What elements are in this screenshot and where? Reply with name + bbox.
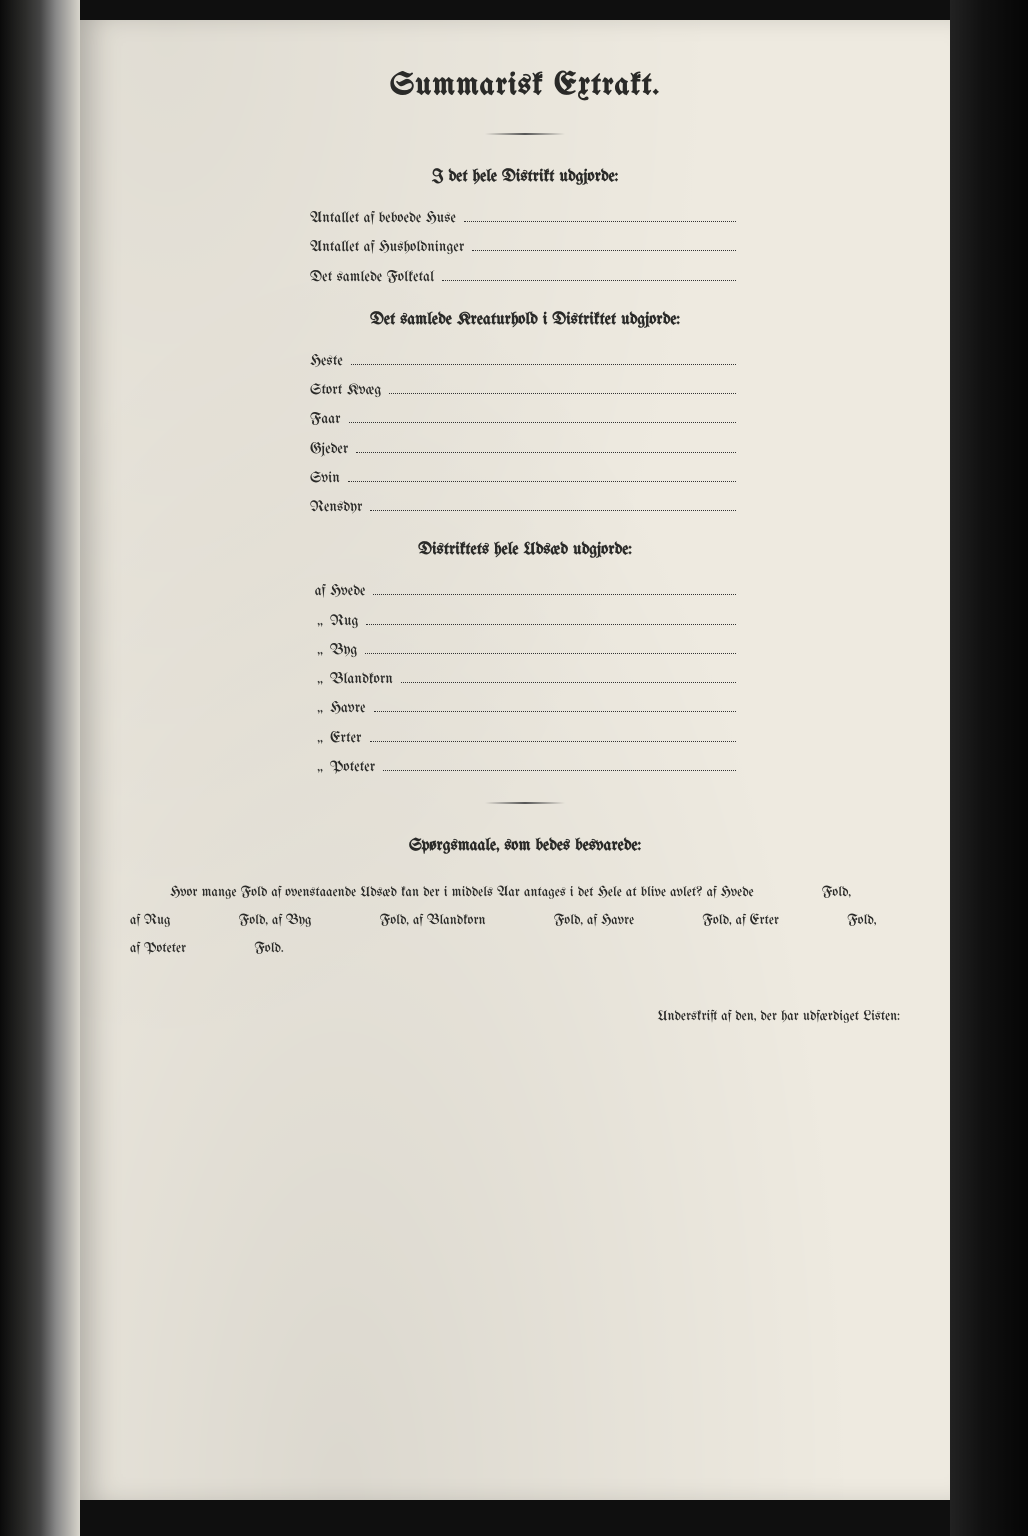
section3-heading: Distriktets hele Udsæd udgjorde: [130,542,920,559]
book-binding [0,0,80,1536]
item-label: Antallet af Husholdninger [310,233,464,262]
list-item: „ Poteter [310,753,740,782]
section2-list: Heste Stort Kvæg Faar Gjeder Svin Rensdy… [310,347,740,523]
question-line-3: af Poteter Fold. [130,935,920,963]
list-item: Gjeder [310,435,740,464]
list-item: Antallet af beboede Huse [310,204,740,233]
item-label: Poteter [330,753,375,782]
list-item: „ Blandkorn [310,665,740,694]
list-item: Antallet af Husholdninger [310,233,740,262]
ornament-rule [485,802,565,804]
dot-leader [373,584,736,596]
list-item: Faar [310,405,740,434]
question-line-1: Hvor mange Fold af ovenstaaende Udsæd ka… [130,879,920,907]
list-item: „ Byg [310,636,740,665]
dot-leader [370,730,737,742]
ditto-mark: „ [310,636,330,665]
ditto-mark: „ [310,753,330,782]
q1-text-b: Fold, [822,885,851,900]
dot-leader [348,470,736,482]
dot-leader [356,441,736,453]
section1-heading: I det hele Distrikt udgjorde: [130,169,920,186]
questions-heading: Spørgsmaale, som bedes besvarede: [130,838,920,855]
dot-leader [472,240,736,252]
item-label: Faar [310,405,341,434]
item-label: Hvede [330,577,365,606]
dot-leader [370,500,736,512]
signature-line: Underskrift af den, der har udfærdiget L… [130,1009,920,1024]
dot-leader [349,412,736,424]
section1-list: Antallet af beboede Huse Antallet af Hus… [310,204,740,292]
list-item: Stort Kvæg [310,376,740,405]
scan-margin-right [950,0,1028,1536]
dot-leader [389,383,736,395]
questions-block: Hvor mange Fold af ovenstaaende Udsæd ka… [130,879,920,963]
item-label: Rug [330,607,358,636]
item-label: Antallet af beboede Huse [310,204,456,233]
ditto-mark: „ [310,665,330,694]
item-label: Stort Kvæg [310,376,381,405]
q2-part: Fold, af Blandkorn [380,913,486,928]
document-page: Summarisk Extrakt. I det hele Distrikt u… [80,20,950,1500]
item-label: Blandkorn [330,665,393,694]
list-item: Heste [310,347,740,376]
q2-part: Fold, af Havre [554,913,634,928]
dot-leader [464,211,736,223]
item-label: Byg [330,636,357,665]
q2-part: af Rug [130,913,171,928]
list-item: af Hvede [310,577,740,606]
item-label: Erter [330,724,362,753]
ditto-mark: „ [310,607,330,636]
question-line-2: af Rug Fold, af Byg Fold, af Blandkorn F… [130,907,920,935]
q3-part: af Poteter [130,941,186,956]
dot-leader [442,269,736,281]
q2-part: Fold, [847,913,876,928]
ditto-mark: „ [310,694,330,723]
item-label: Det samlede Folketal [310,263,434,292]
item-label: Rensdyr [310,493,362,522]
list-item: Svin [310,464,740,493]
dot-leader [366,613,736,625]
q2-part: Fold, af Erter [702,913,779,928]
scan-frame: Summarisk Extrakt. I det hele Distrikt u… [0,0,1028,1536]
list-item: „ Erter [310,724,740,753]
item-label: Svin [310,464,340,493]
list-item: „ Havre [310,694,740,723]
section2-heading: Det samlede Kreaturhold i Distriktet udg… [130,312,920,329]
list-item: Rensdyr [310,493,740,522]
q3-part: Fold. [254,941,283,956]
list-item: „ Rug [310,607,740,636]
dot-leader [401,672,736,684]
q2-part: Fold, af Byg [239,913,312,928]
ditto-mark: „ [310,724,330,753]
section3-list: af Hvede „ Rug „ Byg „ Blandkorn „ H [310,577,740,782]
item-label: Heste [310,347,343,376]
prefix-af: af [310,577,330,606]
dot-leader [383,759,736,771]
list-item: Det samlede Folketal [310,263,740,292]
item-label: Gjeder [310,435,348,464]
q1-text-a: Hvor mange Fold af ovenstaaende Udsæd ka… [170,885,754,900]
item-label: Havre [330,694,366,723]
dot-leader [351,353,736,365]
dot-leader [365,642,736,654]
ornament-rule [485,133,565,135]
page-title: Summarisk Extrakt. [130,70,920,103]
dot-leader [374,701,736,713]
